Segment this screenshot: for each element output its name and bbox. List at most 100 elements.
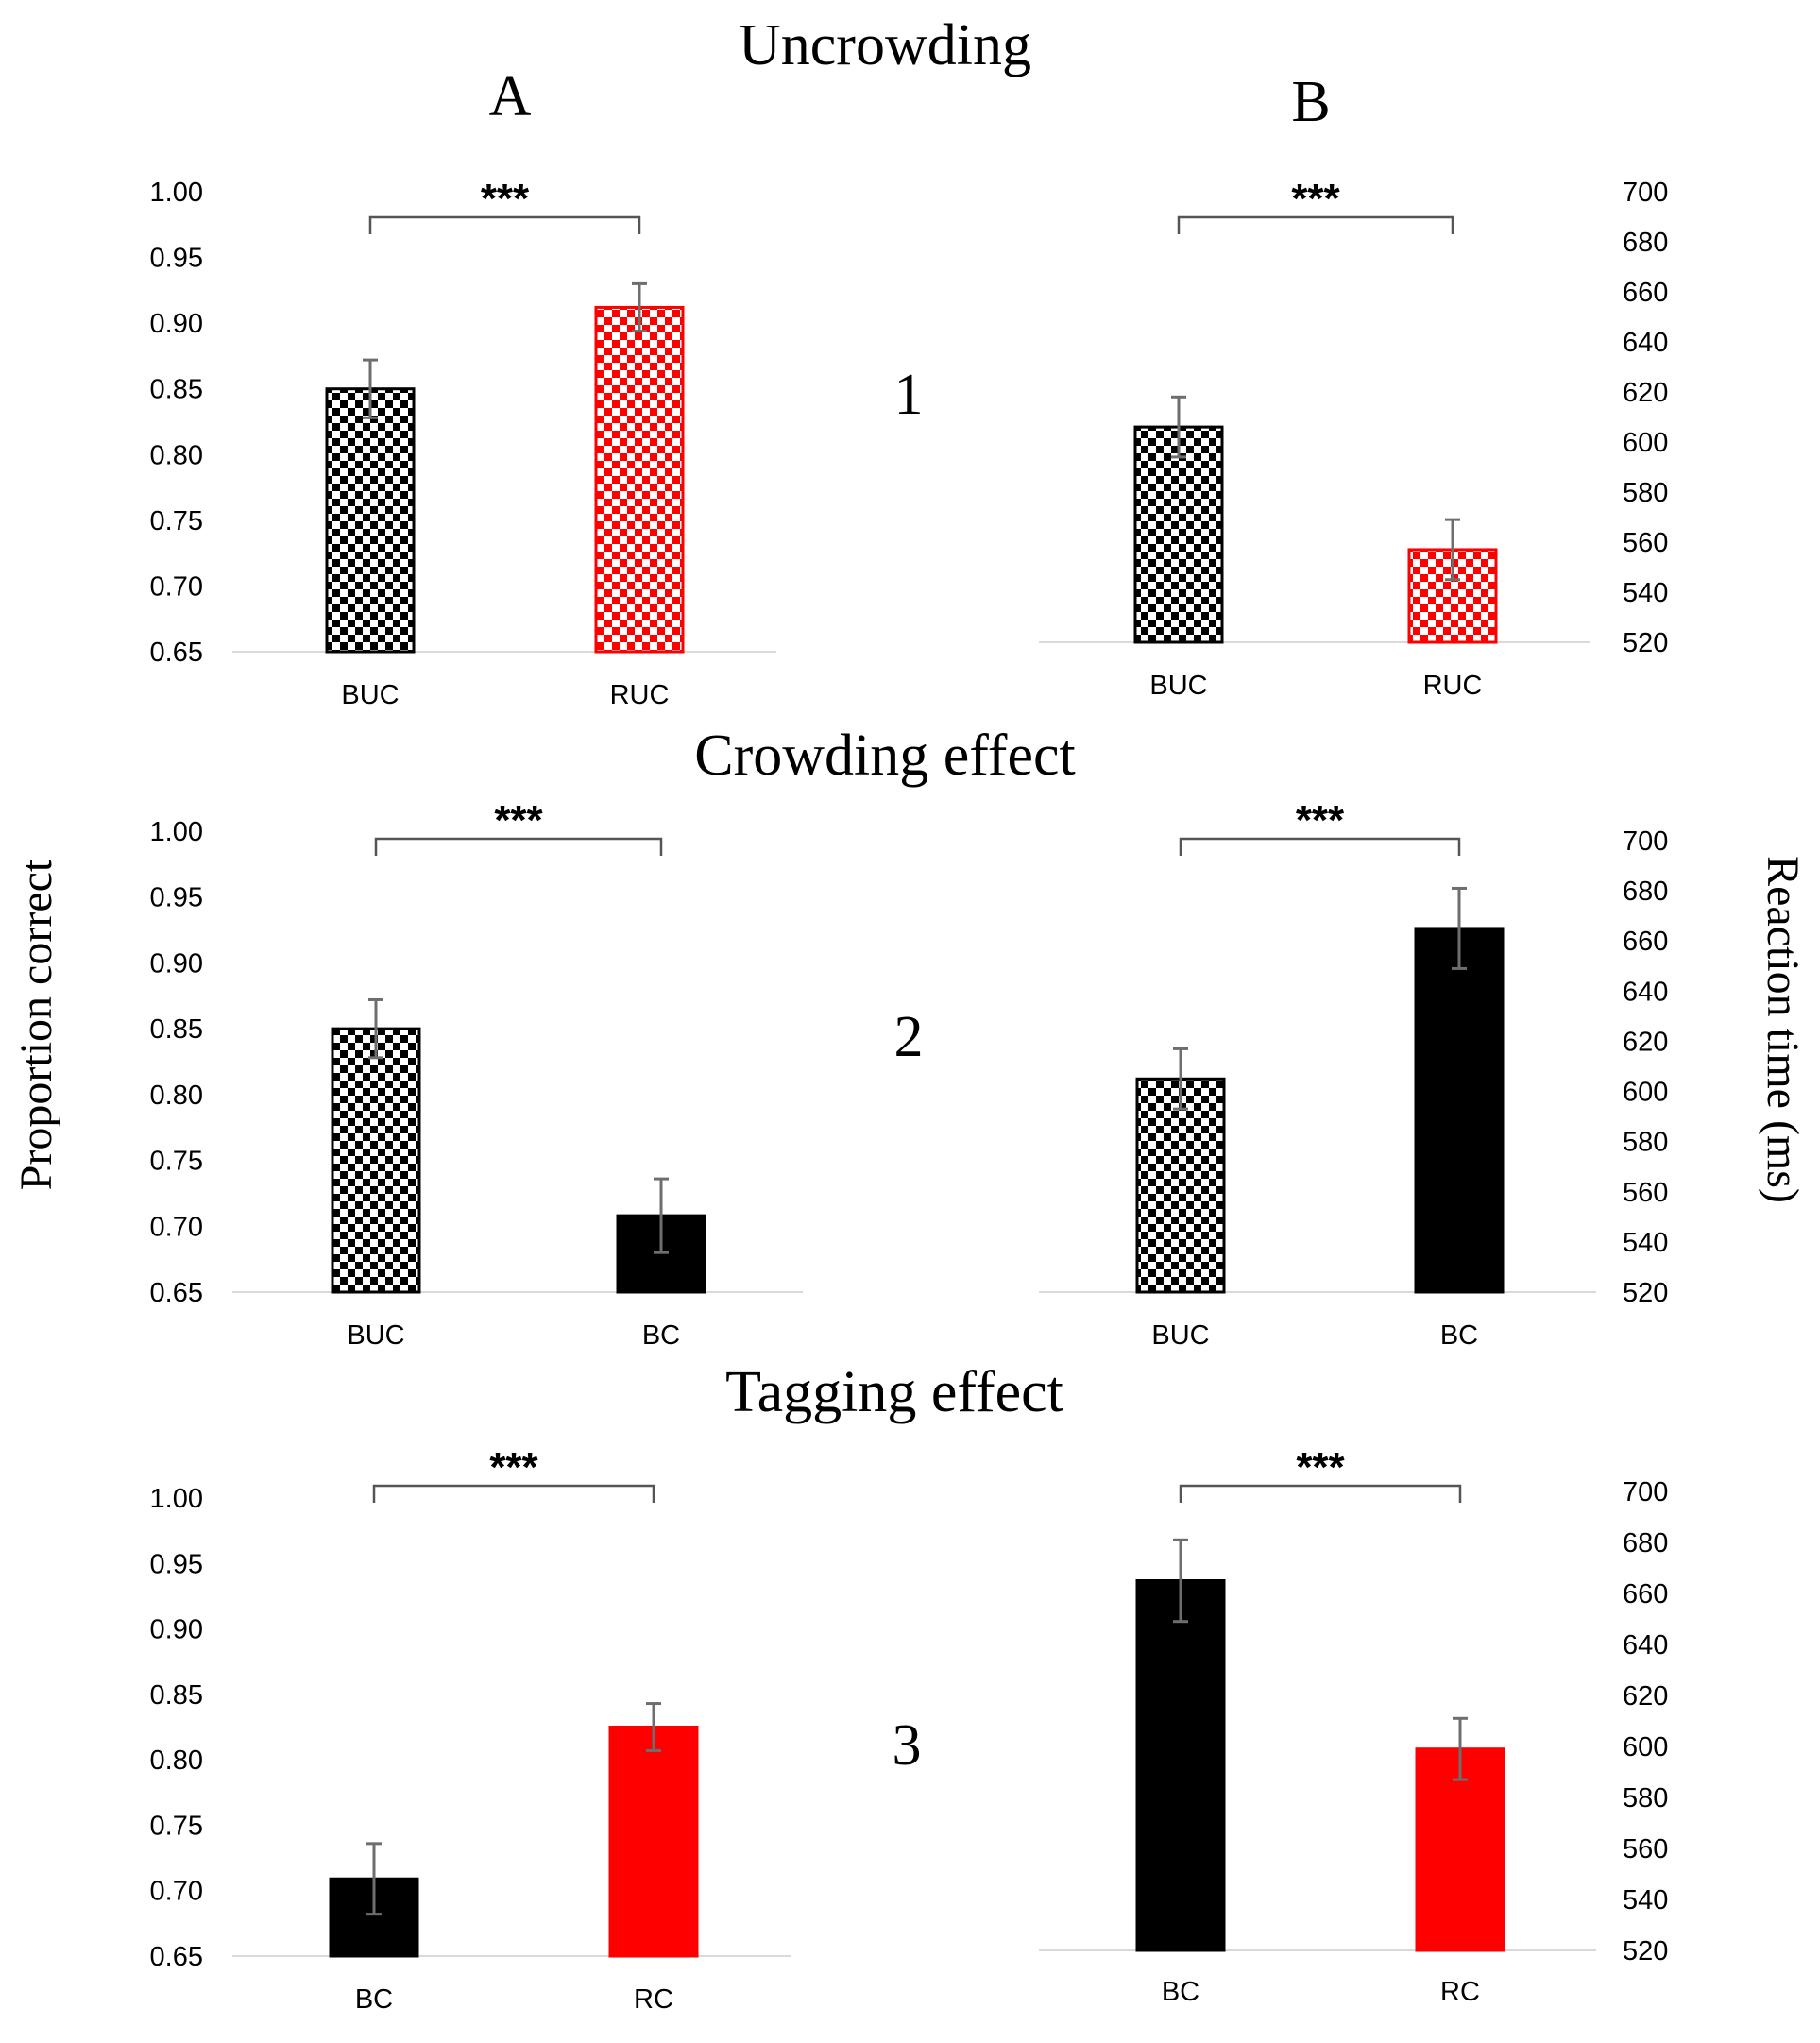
chart-panel-a2: 1.00 0.95 0.90 0.85 0.80 0.75 0.70 0.65 BUC BC *** [150, 797, 803, 1351]
significance-stars: *** [1296, 797, 1345, 843]
significance-stars: *** [1296, 1444, 1345, 1490]
y-tick-label: 640 [1623, 1630, 1668, 1660]
y-tick-label: 700 [1623, 826, 1668, 857]
section-title-crowding-effect: Crowding effect [694, 724, 1075, 788]
row-label-2: 2 [894, 1005, 924, 1069]
y-tick-label: 520 [1623, 1936, 1668, 1966]
y-tick-label: 660 [1623, 1579, 1668, 1609]
y-tick-label: 0.85 [150, 1014, 203, 1045]
significance-stars: *** [494, 797, 543, 843]
row-label-1: 1 [894, 363, 924, 427]
category-label-bc: BC [642, 1320, 680, 1351]
category-label-ruc: RUC [610, 680, 670, 710]
row-label-3: 3 [893, 1713, 922, 1778]
y-tick-label: 0.75 [150, 506, 203, 536]
y-tick-label: 660 [1623, 927, 1668, 957]
y-tick-label: 640 [1623, 977, 1668, 1007]
significance-stars: *** [1291, 176, 1340, 222]
chart-panel-b1: 700 680 660 640 620 600 580 560 540 520 BUC RUC *** [1039, 176, 1668, 701]
column-label-a: A [489, 64, 532, 128]
bar-buc [1135, 1077, 1226, 1294]
y-tick-label: 0.95 [150, 883, 203, 913]
chart-panel-b3: 700 680 660 640 620 600 580 560 540 520 BC RC *** [1039, 1444, 1668, 2007]
bar-rc [608, 1726, 699, 1958]
category-label-buc: BUC [341, 680, 399, 710]
y-tick-label: 700 [1623, 178, 1668, 208]
category-label-buc: BUC [1151, 1320, 1209, 1351]
y-tick-label: 0.85 [150, 375, 203, 405]
chart-panel-b2: 700 680 660 640 620 600 580 560 540 520 BUC BC *** [1039, 797, 1668, 1351]
right-axis-title: Reaction time (ms) [1758, 856, 1808, 1203]
y-tick-label: 0.65 [150, 1278, 203, 1308]
y-tick-label: 0.80 [150, 1081, 203, 1111]
y-tick-label: 560 [1623, 1178, 1668, 1208]
y-tick-label: 1.00 [150, 1484, 203, 1514]
y-tick-label: 0.80 [150, 440, 203, 470]
y-tick-label: 0.95 [150, 1549, 203, 1579]
y-tick-label: 0.75 [150, 1811, 203, 1841]
bar-ruc [594, 305, 685, 654]
chart-panel-a1: 1.00 0.95 0.90 0.85 0.80 0.75 0.70 0.65 BUC RUC **… [150, 176, 776, 710]
significance-bracket [372, 1484, 655, 1503]
category-label-buc: BUC [1149, 671, 1207, 701]
y-tick-label: 580 [1623, 478, 1668, 508]
y-tick-label: 540 [1623, 1885, 1668, 1915]
y-tick-label: 0.70 [150, 1877, 203, 1907]
y-tick-label: 600 [1623, 1078, 1668, 1108]
y-tick-label: 600 [1623, 1732, 1668, 1762]
category-label-buc: BUC [347, 1320, 404, 1351]
y-tick-label: 600 [1623, 428, 1668, 458]
y-tick-label: 680 [1623, 877, 1668, 907]
significance-bracket [1179, 1484, 1462, 1503]
y-tick-label: 620 [1623, 378, 1668, 408]
bar-rc [1415, 1747, 1505, 1952]
y-tick-label: 0.65 [150, 1942, 203, 1972]
y-tick-label: 0.85 [150, 1680, 203, 1711]
y-tick-label: 560 [1623, 528, 1668, 558]
bar-buc [331, 1027, 421, 1294]
significance-bracket [1179, 837, 1461, 856]
y-tick-label: 540 [1623, 578, 1668, 608]
column-label-b: B [1291, 70, 1330, 134]
y-tick-label: 1.00 [150, 817, 203, 847]
y-tick-label: 580 [1623, 1128, 1668, 1158]
significance-stars: *** [489, 1444, 538, 1490]
category-label-rc: RC [634, 1984, 673, 2015]
left-axis-title: Proportion correct [11, 859, 61, 1190]
y-tick-label: 700 [1623, 1477, 1668, 1507]
y-tick-label: 0.65 [150, 638, 203, 668]
significance-stars: *** [481, 176, 530, 222]
y-tick-label: 680 [1623, 228, 1668, 258]
chart-panel-a3: 1.00 0.95 0.90 0.85 0.80 0.75 0.70 0.65 BC RC *** [150, 1444, 791, 2015]
y-tick-label: 620 [1623, 1027, 1668, 1057]
y-tick-label: 0.75 [150, 1147, 203, 1177]
y-tick-label: 0.90 [150, 309, 203, 339]
significance-bracket [1177, 215, 1454, 234]
section-title-uncrowding: Uncrowding [739, 13, 1031, 77]
y-tick-label: 0.70 [150, 1212, 203, 1242]
y-tick-label: 0.95 [150, 244, 203, 274]
y-tick-label: 660 [1623, 278, 1668, 308]
y-tick-label: 0.70 [150, 571, 203, 602]
y-tick-label: 680 [1623, 1528, 1668, 1558]
y-tick-label: 0.90 [150, 948, 203, 979]
y-tick-label: 520 [1623, 1278, 1668, 1308]
category-label-bc: BC [1440, 1320, 1478, 1351]
y-tick-label: 580 [1623, 1783, 1668, 1813]
y-tick-label: 520 [1623, 628, 1668, 658]
y-tick-label: 640 [1623, 328, 1668, 358]
category-label-bc: BC [355, 1984, 393, 2015]
bar-bc [1414, 927, 1505, 1294]
y-tick-label: 0.90 [150, 1615, 203, 1645]
y-tick-label: 0.80 [150, 1745, 203, 1776]
section-title-tagging-effect: Tagging effect [725, 1360, 1063, 1424]
y-tick-label: 1.00 [150, 178, 203, 208]
y-tick-label: 540 [1623, 1228, 1668, 1258]
category-label-ruc: RUC [1423, 671, 1483, 701]
category-label-rc: RC [1440, 1977, 1480, 2007]
category-label-bc: BC [1162, 1977, 1199, 2007]
bar-buc [325, 387, 416, 654]
significance-bracket [368, 215, 641, 234]
bar-bc [1135, 1579, 1226, 1952]
